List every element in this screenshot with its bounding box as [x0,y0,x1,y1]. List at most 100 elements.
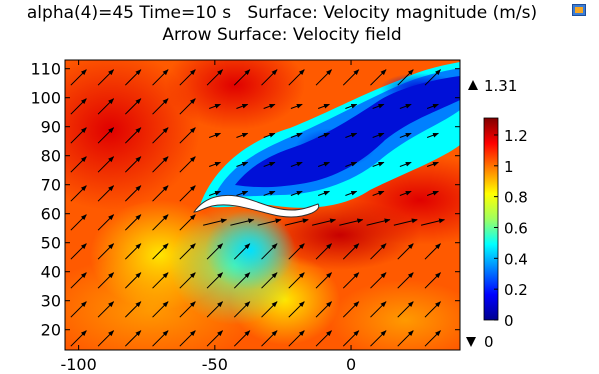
colorbar-ticks: 0 0.2 0.4 0.6 0.8 1 1.2 [494,127,528,330]
velocity-arrow [97,69,115,86]
velocity-arrow [179,156,196,173]
colormap-icon[interactable] [572,4,586,16]
velocity-arrow [97,185,115,202]
y-tick-label: 90 [41,118,61,137]
velocity-arrow [206,330,224,347]
velocity-arrow [315,330,332,347]
velocity-arrow [124,214,142,231]
velocity-arrow [203,218,228,226]
velocity-arrow [288,272,305,289]
velocity-arrow [397,301,414,318]
max-marker-icon [468,80,478,90]
velocity-arrow [97,272,115,289]
velocity-arrow [370,330,387,347]
velocity-arrow [236,190,249,196]
velocity-arrow [366,218,391,226]
velocity-arrow [370,301,387,318]
velocity-arrow [393,218,418,226]
velocity-arrow [152,272,169,289]
velocity-surface [65,60,460,350]
colorbar [483,117,499,321]
velocity-arrow [399,161,412,167]
velocity-arrow [288,69,305,86]
velocity-arrow [312,218,337,226]
colorbar-tick-label: 1.2 [504,127,528,145]
velocity-arrow [70,156,87,173]
velocity-arrow [263,132,276,138]
velocity-arrow [263,190,276,196]
x-tick-label: 0 [346,355,356,374]
velocity-arrow [206,272,224,289]
velocity-arrow [317,161,330,167]
velocity-arrow [426,132,439,138]
velocity-arrow [179,243,196,260]
velocity-arrow [424,301,441,318]
velocity-arrow [70,214,87,231]
y-tick-label: 50 [41,234,61,253]
velocity-arrow [236,132,249,138]
velocity-arrow [317,190,330,196]
velocity-arrow [124,243,142,260]
x-tick-label: -50 [202,355,228,374]
velocity-arrow [261,69,278,86]
velocity-arrows [70,69,446,347]
velocity-arrow [152,156,169,173]
velocity-arrow [209,190,222,196]
velocity-arrow [179,98,196,115]
velocity-arrow [124,127,142,144]
velocity-arrow [124,69,142,86]
velocity-arrow [290,103,303,109]
velocity-arrow [233,301,251,318]
max-value-label: 1.31 [484,77,517,95]
velocity-arrow [152,330,169,347]
velocity-arrow [342,301,360,318]
velocity-arrow [372,132,385,138]
velocity-arrow [70,272,87,289]
velocity-arrow [399,132,412,138]
velocity-arrow [397,272,414,289]
velocity-arrow [179,330,196,347]
velocity-arrow [345,161,358,167]
y-axis: 20 30 40 50 60 70 80 90 100 110 [30,60,460,340]
velocity-arrow [70,330,87,347]
velocity-arrow [124,330,142,347]
x-axis: -100 -50 0 [60,60,356,374]
velocity-arrow [209,103,222,109]
velocity-arrow [397,330,414,347]
velocity-arrow [124,156,142,173]
velocity-arrow [209,132,222,138]
velocity-arrow [284,218,309,226]
velocity-arrow [97,98,115,115]
velocity-arrow [315,301,332,318]
colorbar-tick-label: 0.2 [504,281,528,299]
chart-subtitle: Arrow Surface: Velocity field [162,25,402,45]
velocity-arrow [152,185,169,202]
x-tick-label: -100 [60,355,96,374]
velocity-arrow [236,103,249,109]
velocity-arrow [70,243,87,260]
velocity-arrow [342,272,360,289]
velocity-arrow [206,243,224,260]
velocity-arrow [233,272,251,289]
velocity-arrow [370,69,387,86]
min-marker-icon [466,337,476,347]
velocity-arrow [261,272,278,289]
velocity-arrow [263,103,276,109]
velocity-arrow [97,330,115,347]
velocity-arrow [345,190,358,196]
velocity-arrow [97,214,115,231]
chart-title: alpha(4)=45 Time=10 s Surface: Velocity … [26,3,538,23]
velocity-arrow [179,272,196,289]
velocity-arrow [399,190,412,196]
velocity-arrow [233,330,251,347]
velocity-arrow [261,243,278,260]
colorbar-tick-label: 1 [504,158,514,176]
velocity-arrow [290,132,303,138]
velocity-arrow [424,272,441,289]
velocity-arrow [124,185,142,202]
velocity-arrow [263,161,276,167]
velocity-arrow [397,69,414,86]
velocity-arrow [317,132,330,138]
velocity-arrow [230,218,255,226]
velocity-arrow [370,272,387,289]
